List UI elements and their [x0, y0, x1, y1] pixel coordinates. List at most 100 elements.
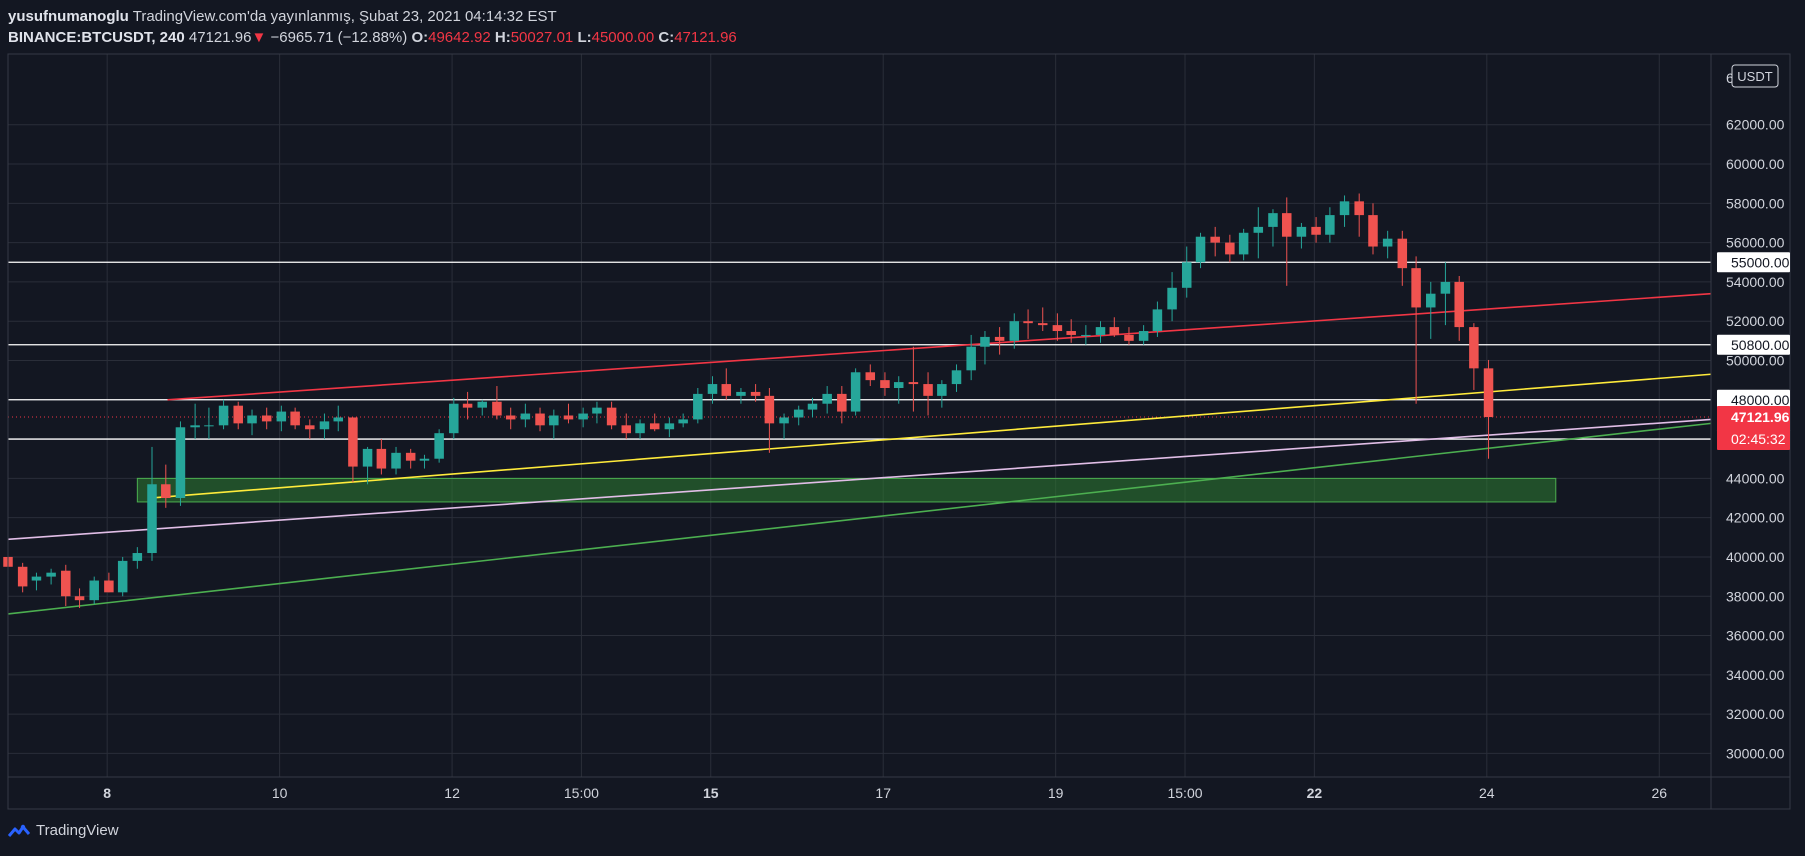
candle[interactable] [233, 401, 243, 430]
candle[interactable] [117, 556, 128, 597]
candle[interactable] [1037, 307, 1048, 332]
candle[interactable] [1311, 217, 1321, 243]
candle[interactable] [779, 413, 789, 440]
candle[interactable] [1296, 222, 1307, 249]
candle[interactable] [1382, 230, 1393, 259]
candle[interactable] [1181, 246, 1192, 298]
candle[interactable] [1152, 301, 1163, 337]
candle[interactable] [1282, 197, 1292, 286]
currency-badge[interactable] [1731, 64, 1779, 88]
candle[interactable] [290, 407, 300, 430]
candle[interactable] [492, 386, 502, 420]
candle[interactable] [621, 413, 632, 440]
candle[interactable] [449, 397, 459, 440]
candle[interactable] [994, 327, 1005, 355]
candle[interactable] [419, 454, 430, 469]
candle[interactable] [204, 407, 214, 440]
candle[interactable] [1454, 276, 1464, 341]
candle[interactable] [261, 407, 272, 430]
candle[interactable] [850, 368, 861, 416]
candle[interactable] [563, 403, 574, 424]
candle[interactable] [721, 368, 732, 400]
candle[interactable] [505, 407, 516, 430]
candle[interactable] [908, 346, 919, 412]
candle[interactable] [880, 372, 890, 396]
candle[interactable] [462, 391, 473, 420]
candle[interactable] [405, 448, 416, 469]
candle[interactable] [348, 417, 358, 483]
candle[interactable] [1009, 313, 1020, 349]
candle[interactable] [1109, 317, 1120, 337]
candle[interactable] [333, 405, 344, 432]
candle[interactable] [822, 386, 832, 414]
candle[interactable] [1368, 203, 1378, 255]
candle[interactable] [362, 446, 373, 485]
level-price-box[interactable] [1717, 252, 1790, 273]
candle[interactable] [549, 409, 559, 440]
candle[interactable] [865, 364, 876, 387]
candle[interactable] [104, 572, 114, 593]
candle[interactable] [893, 376, 904, 404]
candles[interactable] [3, 193, 1494, 609]
candle[interactable] [61, 564, 71, 607]
candle[interactable] [578, 407, 588, 428]
candle[interactable] [606, 401, 617, 430]
candle[interactable] [1124, 327, 1134, 345]
candle[interactable] [175, 421, 186, 506]
last-price-box[interactable] [1717, 406, 1790, 451]
candle[interactable] [147, 446, 157, 561]
candle[interactable] [190, 403, 200, 440]
pink-trendline[interactable] [7, 418, 1712, 541]
candle[interactable] [1325, 207, 1335, 243]
level-price-box[interactable] [1717, 389, 1790, 410]
candle[interactable] [678, 413, 688, 428]
candle[interactable] [635, 419, 645, 440]
candle[interactable] [951, 364, 962, 392]
candle[interactable] [1052, 313, 1063, 341]
candle[interactable] [707, 376, 718, 404]
candle[interactable] [1238, 228, 1249, 261]
candle[interactable] [305, 419, 315, 440]
candle[interactable] [693, 387, 703, 424]
price-axis[interactable]: 30000.00 32000.00 34000.00 36000.00 38000.00… [1717, 64, 1790, 761]
candle[interactable] [807, 397, 818, 418]
candle[interactable] [664, 417, 675, 438]
candle[interactable] [1195, 232, 1206, 269]
candle[interactable] [1210, 226, 1220, 257]
candle[interactable] [966, 334, 976, 381]
green-trendline[interactable] [7, 422, 1712, 615]
tradingview-brand[interactable]: TradingView [8, 822, 119, 839]
yellow-trendline[interactable] [150, 373, 1712, 499]
symbol-label[interactable]: BINANCE:BTCUSDT, 240 [8, 29, 185, 46]
candle[interactable] [649, 413, 660, 432]
candle[interactable] [837, 386, 847, 424]
candle[interactable] [1253, 207, 1264, 259]
candle[interactable] [1095, 321, 1106, 343]
red-trendline[interactable] [167, 292, 1712, 401]
candle[interactable] [1023, 309, 1033, 339]
candle[interactable] [1225, 234, 1235, 263]
candle[interactable] [1268, 209, 1278, 247]
candle[interactable] [980, 331, 990, 365]
candle[interactable] [276, 405, 287, 432]
candle[interactable] [1354, 193, 1364, 237]
candle[interactable] [1483, 359, 1494, 459]
candle[interactable] [1066, 319, 1076, 343]
candle[interactable] [764, 387, 775, 453]
candle[interactable] [1440, 262, 1451, 326]
candle[interactable] [1081, 325, 1091, 345]
candle[interactable] [376, 439, 387, 475]
candle[interactable] [161, 464, 171, 508]
candle[interactable] [592, 401, 602, 424]
candle[interactable] [923, 372, 933, 416]
time-axis[interactable]: 8 10 12 15:00 15 17 19 15:00 22 24 26 [103, 785, 1667, 801]
author-name[interactable]: yusufnumanoglu [8, 8, 129, 25]
candle[interactable] [391, 446, 401, 475]
candle[interactable] [937, 380, 947, 408]
candle[interactable] [434, 429, 444, 463]
candle[interactable] [74, 588, 85, 609]
candle[interactable] [1339, 195, 1350, 227]
candle[interactable] [319, 413, 330, 440]
candle[interactable] [218, 399, 229, 430]
